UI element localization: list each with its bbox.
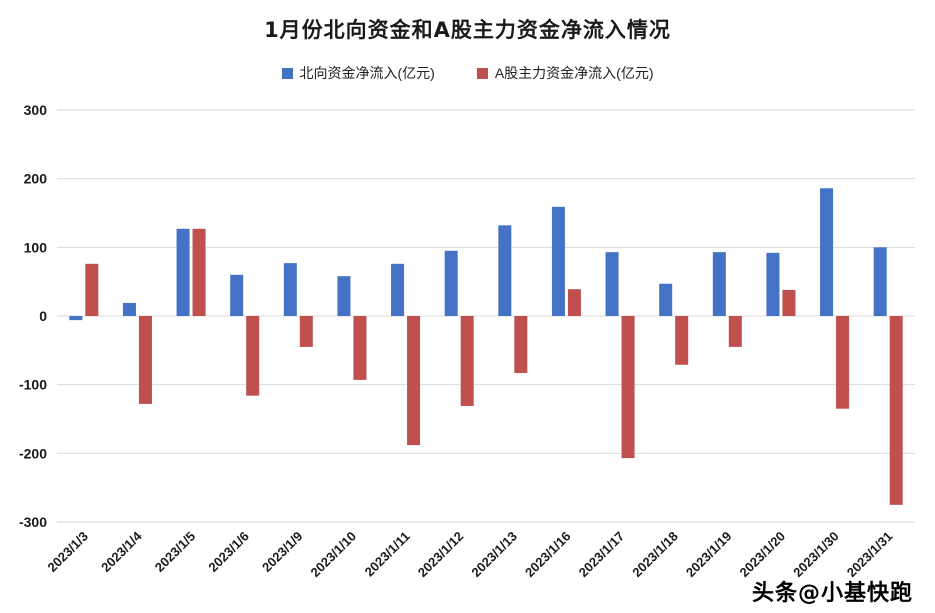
bar-northbound: [230, 274, 244, 316]
x-axis-label: 2023/1/12: [415, 529, 467, 581]
bar-northbound: [283, 263, 297, 316]
chart-title: 1月份北向资金和A股主力资金净流入情况: [264, 18, 671, 42]
bar-northbound: [337, 276, 351, 316]
bar-a-share-main: [621, 316, 635, 459]
x-axis-label: 2023/1/16: [522, 529, 574, 581]
bar-a-share-main: [353, 316, 367, 380]
bar-northbound: [605, 252, 619, 316]
x-axis-label: 2023/1/20: [737, 529, 789, 581]
y-axis-label: -100: [19, 377, 47, 393]
bar-a-share-main: [782, 289, 796, 316]
y-axis-label: -300: [19, 514, 47, 530]
bar-northbound: [69, 316, 83, 321]
bar-a-share-main: [889, 316, 903, 505]
x-axis-label: 2023/1/9: [259, 529, 305, 575]
bar-northbound: [712, 252, 726, 316]
x-axis-label: 2023/1/6: [205, 529, 251, 575]
bar-northbound: [873, 247, 887, 316]
x-axis-label: 2023/1/3: [45, 529, 91, 575]
x-axis-label: 2023/1/13: [468, 529, 520, 581]
x-axis-label: 2023/1/19: [683, 529, 735, 581]
x-axis-label: 2023/1/4: [98, 528, 145, 575]
bar-northbound: [122, 302, 136, 316]
bar-a-share-main: [246, 316, 260, 396]
legend-swatch-a-share-main-icon: [476, 67, 488, 79]
y-axis-label: 100: [24, 239, 48, 255]
bar-a-share-main: [567, 289, 581, 316]
bar-a-share-main: [514, 316, 528, 373]
bar-a-share-main: [138, 316, 152, 404]
y-axis-label: 0: [39, 308, 47, 324]
legend-item-a-share-main: A股主力资金净流入(亿元): [476, 63, 654, 83]
bar-northbound: [551, 206, 565, 316]
bar-northbound: [820, 188, 834, 316]
bar-northbound: [659, 283, 673, 316]
bar-a-share-main: [407, 316, 421, 446]
legend-label-northbound: 北向资金净流入(亿元): [299, 65, 435, 81]
bar-northbound: [391, 263, 405, 316]
y-axis-label: 300: [24, 102, 48, 118]
x-axis-label: 2023/1/5: [152, 529, 198, 575]
bar-northbound: [176, 228, 190, 316]
x-axis-label: 2023/1/30: [790, 529, 842, 581]
x-axis-label: 2023/1/17: [576, 529, 628, 581]
bar-a-share-main: [460, 316, 474, 406]
y-axis-label: 200: [24, 171, 48, 187]
bar-a-share-main: [836, 316, 850, 409]
legend-swatch-northbound-icon: [281, 67, 293, 79]
bar-a-share-main: [85, 263, 99, 316]
legend-label-a-share-main: A股主力资金净流入(亿元): [494, 65, 654, 81]
chart-legend: 北向资金净流入(亿元) A股主力资金净流入(亿元): [0, 63, 935, 83]
bar-a-share-main: [675, 316, 689, 365]
bar-a-share-main: [299, 316, 313, 347]
y-axis-label: -200: [19, 445, 47, 461]
x-axis-label: 2023/1/31: [844, 529, 896, 581]
bar-northbound: [766, 252, 780, 316]
watermark: 头条@小基快跑: [751, 581, 913, 606]
x-axis-label: 2023/1/10: [308, 529, 360, 581]
bar-northbound: [444, 250, 458, 316]
bar-northbound: [498, 225, 512, 316]
x-axis-label: 2023/1/18: [629, 529, 681, 581]
bar-a-share-main: [192, 228, 206, 316]
bar-a-share-main: [728, 316, 742, 347]
legend-item-northbound: 北向资金净流入(亿元): [281, 63, 435, 83]
x-axis-label: 2023/1/11: [362, 529, 413, 580]
